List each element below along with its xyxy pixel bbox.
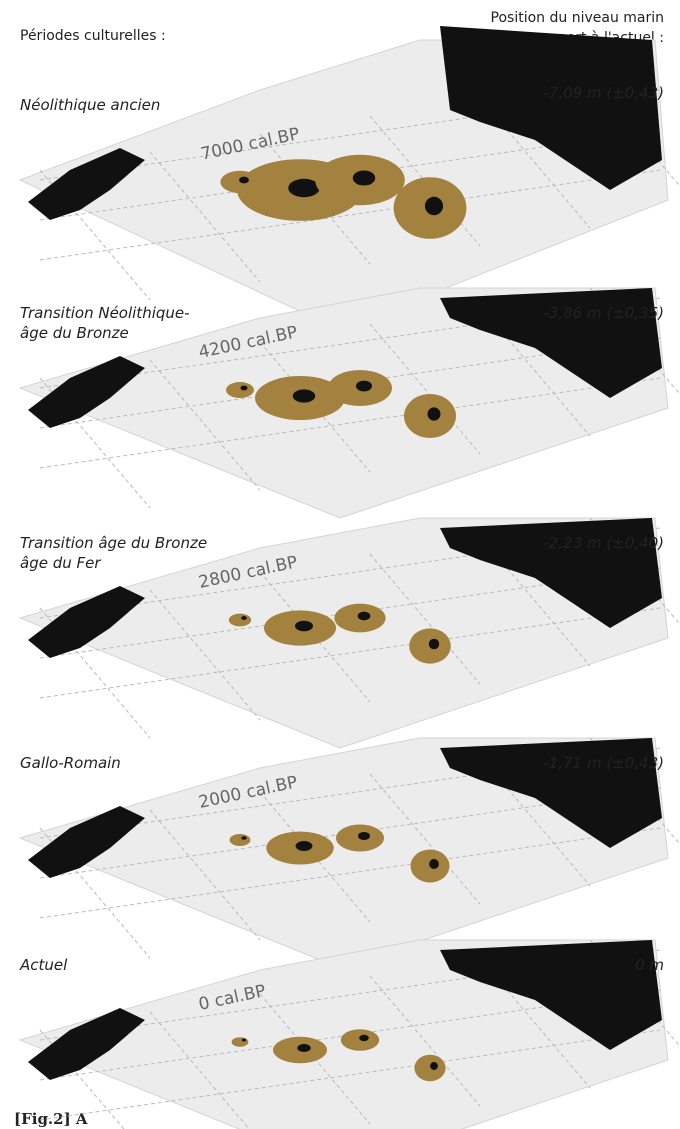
grid-line bbox=[149, 1011, 250, 1129]
panel: Transition Néolithique-âge du Bronze -3,8… bbox=[18, 287, 680, 519]
land-patch bbox=[231, 1037, 249, 1047]
period-label: âge du Bronze bbox=[20, 324, 129, 342]
dark-patch bbox=[295, 841, 313, 851]
land-patch bbox=[220, 170, 260, 194]
dark-patch bbox=[429, 859, 439, 869]
sea-left bbox=[28, 148, 145, 220]
sea-level: -7,09 m (±0,43) bbox=[543, 84, 664, 102]
panel: Néolithique ancien-7,09 m (±0,43)7000 ca… bbox=[18, 26, 680, 331]
land-patch bbox=[226, 382, 254, 398]
land-patch bbox=[228, 613, 252, 627]
sea-level: -3,86 m (±0,35) bbox=[543, 304, 664, 322]
dark-patch bbox=[297, 1044, 311, 1052]
land-patch bbox=[414, 1054, 446, 1082]
sea-left bbox=[28, 586, 145, 658]
grid-line bbox=[149, 359, 261, 491]
period-label: Transition Néolithique- bbox=[20, 304, 190, 322]
dark-patch bbox=[239, 176, 249, 184]
period-label: Gallo-Romain bbox=[20, 754, 121, 772]
sea-right bbox=[440, 288, 662, 398]
grid-line bbox=[369, 975, 481, 1107]
period-label: Actuel bbox=[19, 956, 68, 974]
panel: Gallo-Romain -1,71 m (±0,43)2000 cal.BP bbox=[18, 737, 680, 969]
dark-patch bbox=[352, 170, 376, 186]
header-left: Périodes culturelles : bbox=[20, 28, 166, 44]
sea-level: -2,23 m (±0,40) bbox=[543, 534, 664, 552]
sea-right bbox=[440, 738, 662, 848]
sea-level: 0 m bbox=[635, 956, 664, 974]
dark-patch bbox=[357, 611, 371, 621]
dark-patch bbox=[428, 638, 440, 650]
land-patch bbox=[340, 1029, 380, 1051]
dark-patch bbox=[240, 385, 248, 391]
dark-patch bbox=[356, 380, 372, 392]
period-label: Transition âge du Bronze bbox=[20, 534, 207, 552]
sea-left bbox=[28, 806, 145, 878]
dark-patch bbox=[430, 1062, 438, 1070]
grid-line bbox=[149, 589, 261, 721]
grid-line bbox=[369, 323, 481, 455]
dark-patch bbox=[292, 389, 316, 403]
sea-level: -1,71 m (±0,43) bbox=[543, 754, 664, 772]
panel: Transition âge du Bronze âge du Fer -2,23 … bbox=[18, 517, 680, 749]
grid-line bbox=[369, 773, 481, 905]
dark-patch bbox=[424, 196, 444, 216]
sea-right bbox=[440, 26, 662, 190]
land-patch bbox=[229, 834, 251, 846]
dark-patch bbox=[241, 836, 247, 840]
sea-right bbox=[440, 518, 662, 628]
dark-patch bbox=[241, 1038, 247, 1042]
dark-patch bbox=[295, 620, 313, 632]
grid-line bbox=[149, 151, 261, 283]
dark-patch bbox=[358, 831, 370, 841]
dark-patch bbox=[427, 407, 441, 421]
sea-left bbox=[28, 356, 145, 428]
sea-left bbox=[28, 1008, 145, 1080]
sea-right bbox=[440, 940, 662, 1050]
panel: Actuel 0 m0 cal.BP bbox=[18, 939, 680, 1129]
grid-line bbox=[369, 553, 481, 685]
caption: [Fig.2] A bbox=[14, 1110, 88, 1128]
terrain bbox=[18, 517, 669, 749]
grid-line bbox=[149, 809, 261, 941]
dark-patch bbox=[241, 616, 247, 620]
period-label: Néolithique ancien bbox=[20, 96, 160, 114]
header-right: Position du niveau marin bbox=[491, 10, 664, 26]
dark-patch bbox=[288, 178, 320, 198]
dark-patch bbox=[359, 1034, 369, 1042]
period-label: âge du Fer bbox=[20, 554, 101, 572]
